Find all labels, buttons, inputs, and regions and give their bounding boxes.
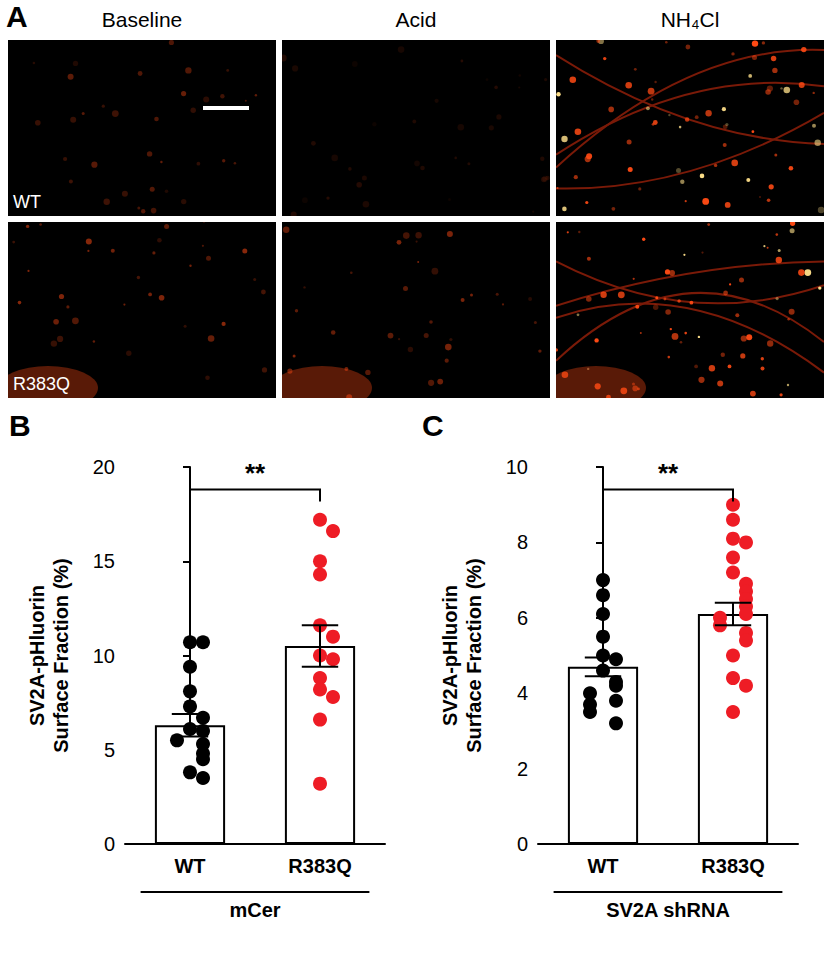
svg-text:SV2A-pHluorin: SV2A-pHluorin [26, 585, 48, 726]
svg-text:B: B [9, 409, 31, 442]
svg-text:10: 10 [506, 456, 528, 478]
svg-text:4: 4 [517, 682, 528, 704]
svg-text:R383Q: R383Q [701, 855, 764, 877]
html-text:Baseline: Baseline [101, 8, 183, 31]
svg-text:10: 10 [93, 645, 115, 667]
svg-text:R383Q: R383Q [288, 855, 351, 877]
svg-text:20: 20 [93, 456, 115, 478]
svg-text:5: 5 [104, 739, 115, 761]
html-text:WT: WT [13, 192, 41, 212]
svg-text:0: 0 [517, 833, 528, 855]
svg-text:8: 8 [517, 531, 528, 553]
svg-text:Surface Fraction (%): Surface Fraction (%) [463, 558, 485, 752]
svg-text:**: ** [658, 458, 679, 488]
svg-text:mCer: mCer [229, 899, 280, 921]
svg-text:WT: WT [587, 855, 618, 877]
svg-text:WT: WT [174, 855, 205, 877]
html-text:NH₄Cl: NH₄Cl [660, 8, 720, 31]
svg-text:15: 15 [93, 550, 115, 572]
svg-text:6: 6 [517, 607, 528, 629]
svg-text:SV2A shRNA: SV2A shRNA [606, 899, 730, 921]
html-text:R383Q: R383Q [13, 374, 70, 394]
svg-text:Surface Fraction (%): Surface Fraction (%) [50, 558, 72, 752]
html-text:A: A [6, 0, 28, 33]
svg-text:SV2A-pHluorin: SV2A-pHluorin [439, 585, 461, 726]
svg-text:0: 0 [104, 833, 115, 855]
svg-text:**: ** [245, 458, 266, 488]
html-text:Acid: Acid [395, 8, 437, 31]
svg-text:2: 2 [517, 758, 528, 780]
svg-text:C: C [422, 409, 444, 442]
